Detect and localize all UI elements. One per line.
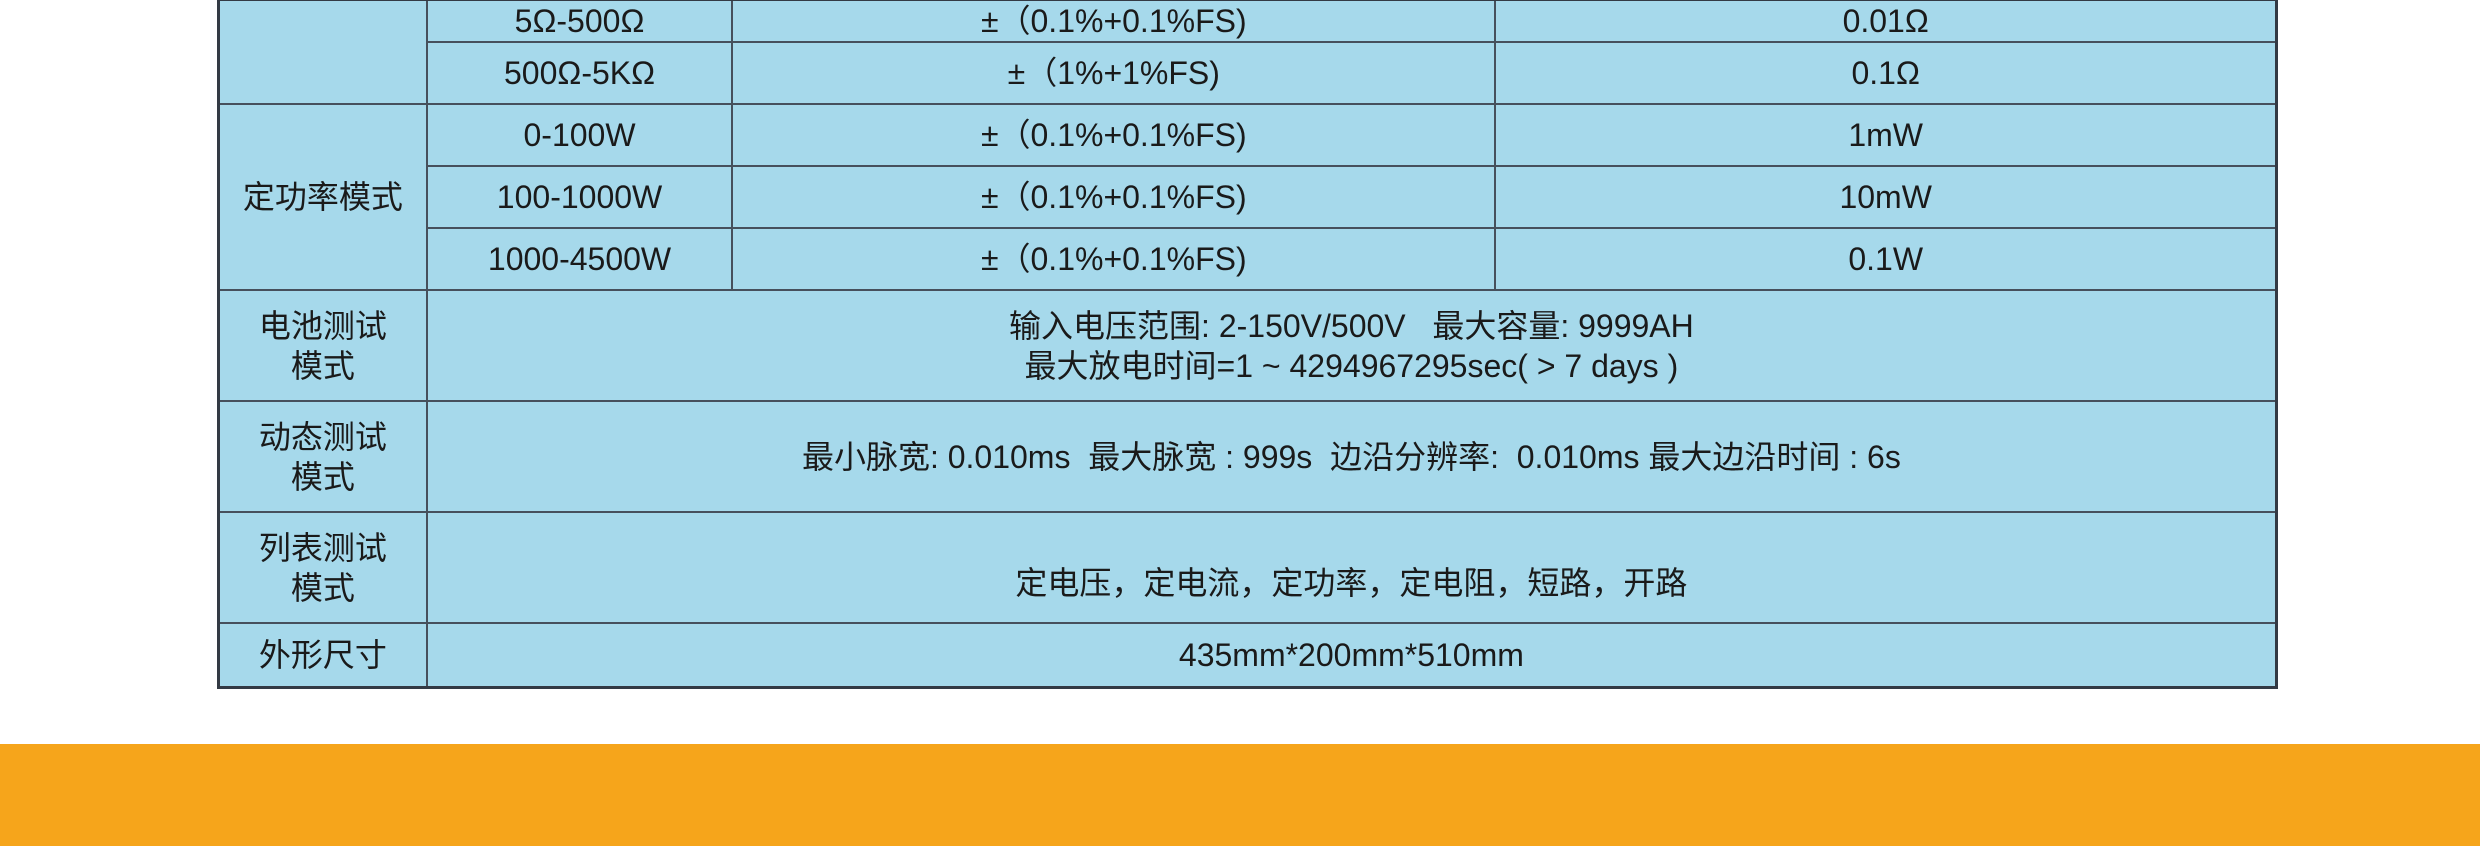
accuracy-cell: ±（0.1%+0.1%FS) [731,103,1497,167]
accuracy-cell: ±（1%+1%FS) [731,41,1497,105]
table-row: 定功率模式 0-100W ±（0.1%+0.1%FS) 1mW [217,103,2277,291]
label-line: 模式 [290,458,355,495]
table-row: 500Ω-5KΩ ±（1%+1%FS) 0.1Ω [219,41,2277,105]
dimensions-label: 外形尺寸 [217,622,428,688]
table-row: 5Ω-500Ω ±（0.1%+0.1%FS) 0.01Ω [217,0,2277,105]
table-row: 电池测试 模式 输入电压范围: 2-150V/500V 最大容量: 9999AH 最… [217,289,2277,402]
accuracy-cell: ±（0.1%+0.1%FS) [731,0,1497,43]
table-row: 动态测试 模式 最小脉宽: 0.010ms 最大脉宽 : 999s 边沿分辨率: … [217,400,2277,513]
resolution-cell: 1mW [1494,103,2277,167]
range-cell: 5Ω-500Ω [425,0,734,43]
battery-mode-value: 输入电压范围: 2-150V/500V 最大容量: 9999AH 最大放电时间=1… [425,289,2277,402]
table-row: 100-1000W ±（0.1%+0.1%FS) 10mW [219,165,2277,229]
table-row: 列表测试 模式 定电压，定电流，定功率，定电阻，短路，开路 [217,511,2277,624]
value-line: 最大放电时间=1 ~ 4294967295sec( > 7 days ) [1024,347,1679,384]
list-mode-value: 定电压，定电流，定功率，定电阻，短路，开路 [425,511,2277,624]
label-line: 模式 [290,347,355,384]
value-line: 输入电压范围: 2-150V/500V 最大容量: 9999AH [1009,307,1694,344]
table-row: 1000-4500W ±（0.1%+0.1%FS) 0.1W [219,227,2277,291]
label-line: 动态测试 [258,418,387,455]
label-line: 列表测试 [258,529,387,566]
dynamic-mode-label: 动态测试 模式 [217,400,428,513]
list-mode-label: 列表测试 模式 [217,511,428,624]
range-cell: 500Ω-5KΩ [425,41,734,105]
dimensions-value: 435mm*200mm*510mm [425,622,2277,688]
resistance-mode-label [217,0,428,105]
label-line: 电池测试 [258,307,387,344]
battery-mode-label: 电池测试 模式 [217,289,428,402]
range-cell: 100-1000W [425,165,734,229]
range-cell: 1000-4500W [425,227,734,291]
footer-band [0,744,2480,846]
dynamic-mode-value: 最小脉宽: 0.010ms 最大脉宽 : 999s 边沿分辨率: 0.010ms… [425,400,2277,513]
accuracy-cell: ±（0.1%+0.1%FS) [731,165,1497,229]
accuracy-cell: ±（0.1%+0.1%FS) [731,227,1497,291]
resolution-cell: 10mW [1494,165,2277,229]
power-mode-label: 定功率模式 [217,103,428,291]
resolution-cell: 0.01Ω [1494,0,2277,43]
label-line: 模式 [290,569,355,606]
table-row: 外形尺寸 435mm*200mm*510mm [217,622,2277,688]
resolution-cell: 0.1Ω [1494,41,2277,105]
spec-table: 5Ω-500Ω ±（0.1%+0.1%FS) 0.01Ω 500Ω-5KΩ ±（… [217,0,2278,689]
resolution-cell: 0.1W [1494,227,2277,291]
range-cell: 0-100W [425,103,734,167]
